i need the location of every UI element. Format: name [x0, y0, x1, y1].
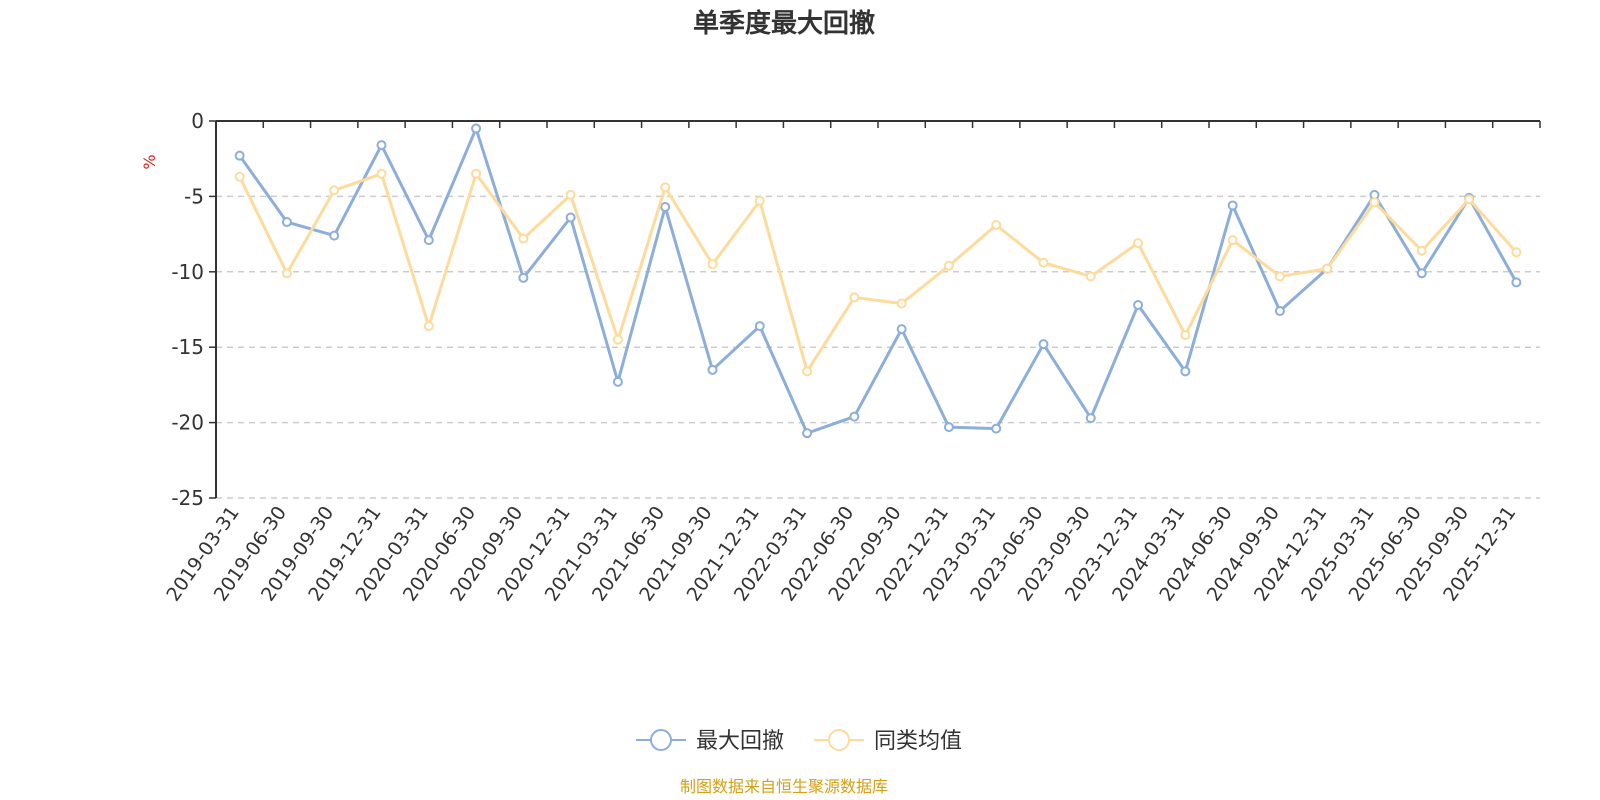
- data-point[interactable]: [1180, 366, 1191, 377]
- data-point[interactable]: [1180, 330, 1191, 341]
- data-point[interactable]: [1274, 306, 1285, 317]
- y-tick-label: 0: [191, 109, 204, 133]
- y-tick-label: -5: [184, 184, 204, 208]
- data-point[interactable]: [1227, 235, 1238, 246]
- data-point[interactable]: [1274, 271, 1285, 282]
- x-axis-ticks: 2019-03-312019-06-302019-09-302019-12-31…: [162, 121, 1541, 605]
- data-point[interactable]: [518, 233, 529, 244]
- y-tick-label: -25: [171, 486, 204, 510]
- series-group: [234, 123, 1522, 439]
- data-point[interactable]: [423, 235, 434, 246]
- data-point[interactable]: [612, 376, 623, 387]
- data-point[interactable]: [754, 195, 765, 206]
- data-point[interactable]: [707, 259, 718, 270]
- data-point[interactable]: [423, 321, 434, 332]
- data-point[interactable]: [234, 150, 245, 161]
- data-point[interactable]: [660, 182, 671, 193]
- data-point[interactable]: [1038, 339, 1049, 350]
- legend-item-max-drawdown[interactable]: 最大回撤: [636, 729, 784, 754]
- data-point[interactable]: [896, 324, 907, 335]
- data-point[interactable]: [565, 189, 576, 200]
- data-point[interactable]: [943, 422, 954, 433]
- y-tick-label: -10: [171, 260, 204, 284]
- legend-circle-icon: [650, 729, 672, 751]
- data-point[interactable]: [1085, 413, 1096, 424]
- data-point[interactable]: [281, 217, 292, 228]
- data-point[interactable]: [660, 201, 671, 212]
- legend-label-max-drawdown: 最大回撤: [696, 729, 784, 754]
- series-line: [238, 172, 1518, 373]
- data-point[interactable]: [1133, 238, 1144, 249]
- data-point[interactable]: [849, 292, 860, 303]
- legend-label-peer-average: 同类均值: [874, 729, 962, 754]
- y-tick-label: -20: [171, 411, 204, 435]
- y-axis-ticks: 0 -5 -10 -15 -20 -25: [171, 109, 216, 510]
- data-point[interactable]: [376, 168, 387, 179]
- data-point[interactable]: [329, 230, 340, 241]
- data-point[interactable]: [896, 298, 907, 309]
- grid-lines: [216, 195, 1540, 499]
- data-point[interactable]: [1322, 263, 1333, 274]
- data-point[interactable]: [1038, 257, 1049, 268]
- data-point[interactable]: [1133, 299, 1144, 310]
- data-point[interactable]: [1511, 247, 1522, 258]
- series-line: [238, 127, 1518, 435]
- data-point[interactable]: [991, 423, 1002, 434]
- data-point[interactable]: [471, 168, 482, 179]
- data-point[interactable]: [802, 428, 813, 439]
- data-point[interactable]: [1416, 268, 1427, 279]
- data-point[interactable]: [281, 268, 292, 279]
- data-point[interactable]: [1227, 200, 1238, 211]
- data-point[interactable]: [376, 140, 387, 151]
- chart-title: 单季度最大回撤: [693, 8, 875, 39]
- legend[interactable]: 最大回撤 同类均值: [636, 729, 962, 754]
- data-point[interactable]: [707, 364, 718, 375]
- y-axis-unit-label: %: [140, 154, 159, 169]
- data-point[interactable]: [1085, 271, 1096, 282]
- data-point[interactable]: [1369, 197, 1380, 208]
- data-point[interactable]: [943, 260, 954, 271]
- data-point[interactable]: [565, 212, 576, 223]
- data-point[interactable]: [471, 123, 482, 134]
- series-1: [234, 168, 1522, 377]
- legend-circle-icon: [828, 729, 850, 751]
- data-point[interactable]: [849, 411, 860, 422]
- source-note: 制图数据来自恒生聚源数据库: [680, 777, 888, 796]
- data-point[interactable]: [234, 171, 245, 182]
- data-point[interactable]: [329, 185, 340, 196]
- legend-item-peer-average[interactable]: 同类均值: [814, 729, 962, 754]
- data-point[interactable]: [518, 272, 529, 283]
- axes: [215, 120, 1540, 498]
- data-point[interactable]: [754, 321, 765, 332]
- data-point[interactable]: [1464, 194, 1475, 205]
- data-point[interactable]: [612, 334, 623, 345]
- data-point[interactable]: [1416, 245, 1427, 256]
- series-0: [234, 123, 1522, 439]
- data-point[interactable]: [991, 220, 1002, 231]
- y-tick-label: -15: [171, 335, 204, 359]
- data-point[interactable]: [1511, 277, 1522, 288]
- data-point[interactable]: [802, 366, 813, 377]
